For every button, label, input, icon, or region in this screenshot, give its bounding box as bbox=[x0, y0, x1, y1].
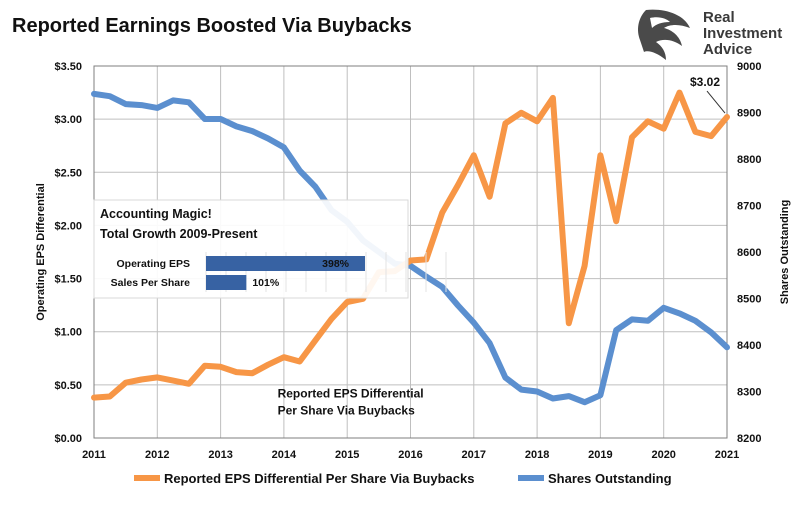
y-left-tick-label: $1.00 bbox=[54, 327, 82, 339]
x-tick-label: 2013 bbox=[208, 449, 232, 461]
y-right-tick-label: 8900 bbox=[737, 108, 761, 120]
y-left-tick-label: $2.50 bbox=[54, 167, 82, 179]
annotations: $3.02 Reported EPS Differential Per Share … bbox=[278, 75, 726, 417]
y-left-tick-label: $1.50 bbox=[54, 274, 82, 286]
series-line-shares-outstanding bbox=[91, 90, 730, 406]
y-left-tick-label: $3.50 bbox=[54, 61, 82, 73]
x-tick-label: 2019 bbox=[588, 449, 612, 461]
y-left-tick-label: $0.00 bbox=[54, 433, 82, 445]
x-tick-label: 2012 bbox=[145, 449, 169, 461]
inset-bar-label: Sales Per Share bbox=[111, 277, 191, 289]
annotation-leader-line bbox=[706, 90, 726, 114]
inset-bar bbox=[206, 275, 247, 290]
x-tick-label: 2016 bbox=[398, 449, 422, 461]
logo-text-real: Real bbox=[703, 9, 735, 26]
inset-box bbox=[93, 199, 409, 299]
y-right-tick-label: 8700 bbox=[737, 201, 761, 213]
annotation-text: Reported EPS Differential bbox=[278, 386, 424, 400]
series-layer bbox=[91, 89, 730, 406]
logo-text-advice: Advice bbox=[703, 41, 752, 58]
y-right-tick-label: 8200 bbox=[737, 433, 761, 445]
x-tick-label: 2020 bbox=[651, 449, 675, 461]
inset-panel: Accounting Magic! Total Growth 2009-Prese… bbox=[93, 199, 447, 299]
y-axis-left-label: Operating EPS Differential bbox=[35, 183, 47, 321]
x-tick-label: 2018 bbox=[525, 449, 549, 461]
annotation-last-value: $3.02 bbox=[690, 75, 720, 89]
x-tick-label: 2017 bbox=[462, 449, 486, 461]
inset-bar-value: 398% bbox=[322, 258, 350, 270]
inset-title-line: Total Growth 2009-Present bbox=[100, 227, 258, 241]
x-tick-label: 2015 bbox=[335, 449, 359, 461]
series-line-eps-differential bbox=[91, 89, 730, 401]
inset-bar bbox=[206, 256, 365, 271]
eagle-icon bbox=[638, 9, 690, 60]
y-left-tick-label: $3.00 bbox=[54, 114, 82, 126]
y-right-tick-label: 8800 bbox=[737, 154, 761, 166]
x-tick-label: 2021 bbox=[715, 449, 739, 461]
inset-bar-value: 101% bbox=[252, 277, 280, 289]
annotation-text: Per Share Via Buybacks bbox=[278, 403, 416, 417]
y-left-tick-label: $0.50 bbox=[54, 380, 82, 392]
y-right-tick-label: 9000 bbox=[737, 61, 761, 73]
y-axis-right-label: Shares Outstanding bbox=[779, 200, 791, 305]
inset-bar-label: Operating EPS bbox=[116, 258, 190, 270]
y-right-tick-label: 8300 bbox=[737, 387, 761, 399]
inset-title-line: Accounting Magic! bbox=[100, 207, 212, 221]
y-right-tick-label: 8500 bbox=[737, 294, 761, 306]
y-right-tick-label: 8600 bbox=[737, 247, 761, 259]
axis-ticks: 2011 2012 2013 2014 2015 2016 2017 2018 2019 2020… bbox=[54, 61, 761, 461]
legend-label-eps: Reported EPS Differential Per Share Via … bbox=[164, 471, 474, 486]
y-left-tick-label: $2.00 bbox=[54, 220, 82, 232]
x-tick-label: 2011 bbox=[82, 449, 106, 461]
chart-title: Reported Earnings Boosted Via Buybacks bbox=[12, 15, 412, 37]
legend: Reported EPS Differential Per Share Via … bbox=[134, 471, 672, 486]
logo: Real Investment Advice bbox=[638, 9, 782, 60]
legend-label-shares: Shares Outstanding bbox=[548, 471, 672, 486]
x-tick-label: 2014 bbox=[272, 449, 297, 461]
logo-text-investment: Investment bbox=[703, 25, 782, 42]
y-right-tick-label: 8400 bbox=[737, 340, 761, 352]
